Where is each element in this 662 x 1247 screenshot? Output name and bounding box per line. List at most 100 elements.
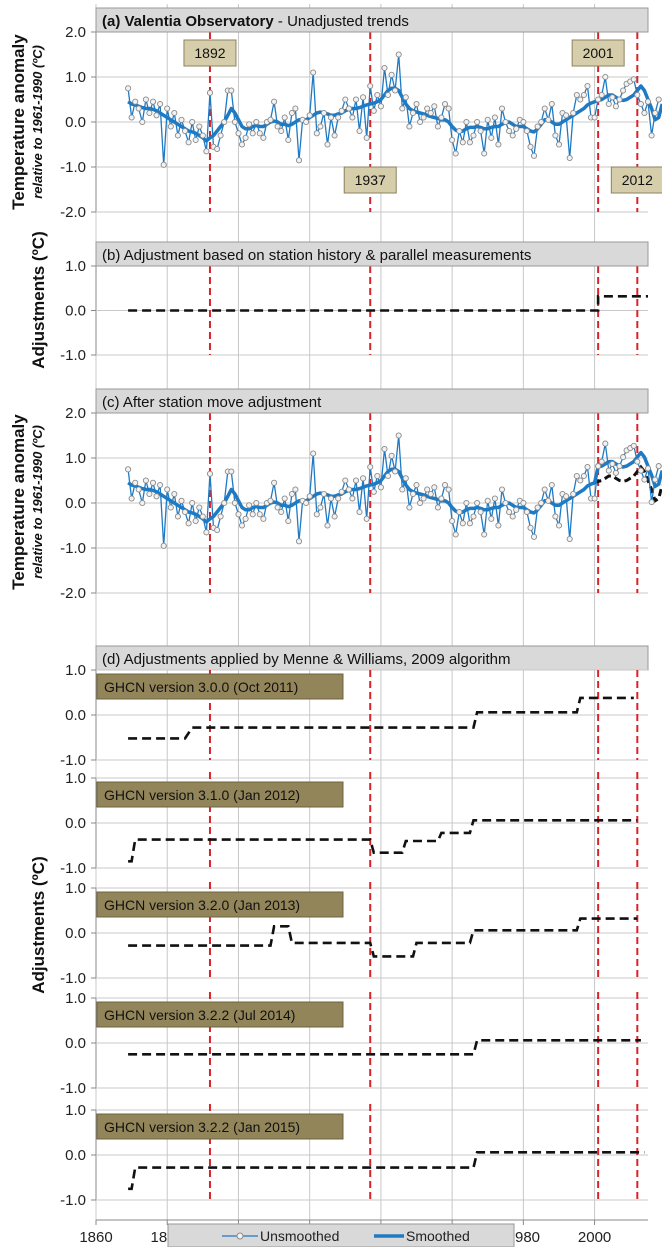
panel-c-data-point [260,515,267,522]
panel-c-data-point [616,463,623,470]
panel-c-data-point [620,454,627,461]
panel-c-data-point [285,517,292,525]
panel-a-data-point [349,114,356,121]
panel-a-data-point [327,114,335,121]
panel-c-data-point [495,522,502,529]
panel-c-data-point [477,508,484,516]
panel-c-data-point [538,499,545,507]
panel-c-data-point [292,486,299,493]
panel-a-data-point [196,123,203,130]
panel-c-data-point [324,522,331,529]
panel-c-data-point [132,479,139,486]
panel-c-data-point [584,463,591,471]
panel-c-data-point [399,486,406,493]
panel-c-data-point [235,511,242,518]
panel-a-data-point [520,118,527,126]
panel-c-data-point [192,517,199,525]
panel-a-data-point [392,87,399,94]
panel-a-data-point [424,105,431,112]
panel-c-data-point [253,499,260,507]
panel-a-data-point [167,123,174,130]
panel-a-data-point [160,161,167,168]
panel-a-data-point [399,105,406,112]
panel-a-data-point [595,96,602,103]
panel-a-data-point [206,89,214,96]
panel-a-data-point [445,105,452,112]
panel-a-data-point [317,123,324,130]
panel-a-data-point [552,132,559,139]
panel-a-data-point [538,118,545,126]
panel-b-title: (b) Adjustment based on station history … [102,247,531,264]
panel-a-data-point [513,125,520,132]
ghcn-version-box [96,781,344,808]
ghcn-version-label: GHCN version 3.2.0 (Jan 2013) [104,897,300,913]
panel-c-data-point [548,481,555,489]
panel-c-data-point [466,520,473,527]
panel-a-data-point [185,139,192,146]
panel-d3-y-tick-label: 0.0 [65,925,86,942]
panel-a-data-point [146,109,153,117]
panel-a-data-point [281,114,288,121]
panel-a-data-point [563,112,570,119]
panel-a-data-point [402,94,409,101]
panel-c-data-point [167,504,174,511]
panel-d1-y-tick-label: 1.0 [65,662,86,679]
panel-c-data-point [555,522,563,529]
panel-c-data-point [577,477,584,484]
svg-text:relative to 1961-1990 (ºC): relative to 1961-1990 (ºC) [30,45,45,199]
ghcn-adjustment-line [128,1039,641,1056]
panel-c-data-point [317,504,324,511]
panel-c-data-point [491,495,498,502]
panel-a-data-point [584,82,591,90]
panel-a-data-point [573,91,580,99]
panel-c-data-point [242,515,249,522]
panel-c-data-point [438,495,445,502]
panel-a-data-point [427,109,434,117]
panel-c-data-point [384,472,392,480]
panel-c-data-point [409,490,417,498]
panel-c-data-point [320,490,327,498]
panel-c-data-point [388,452,395,459]
panel-c-data-point [570,490,577,498]
panel-c-data-point [181,508,189,516]
panel-c-data-point [256,511,263,518]
panel-c-data-point [281,495,288,502]
panel-c-data-point [598,458,605,465]
svg-text:Temperature anomaly: Temperature anomaly [9,34,28,210]
panel-a-data-point [605,100,612,108]
panel-c-data-point [164,486,171,493]
panel-a-data-point [132,98,139,105]
panel-c-data-point [128,495,135,502]
panel-c-data-point [174,513,181,520]
x-tick-label: 2000 [578,1229,611,1246]
panel-a-data-point [474,118,481,126]
panel-a-data-point [374,91,381,99]
panel-a-data-point [253,118,260,126]
panel-b-y-label: Adjustments (ºC) [29,231,48,369]
panel-a-data-point [249,130,256,137]
panel-c-data-point [612,469,619,476]
panel-a-data-point [310,69,317,76]
panel-a-data-point [125,85,132,92]
panel-c-data-point [420,495,427,502]
panel-a-data-point [495,141,502,148]
panel-a-data-point [370,107,377,114]
panel-d1-y-tick-label: -1.0 [60,752,86,769]
svg-text:Adjustments (ºC): Adjustments (ºC) [29,231,48,369]
panel-a-data-point [221,118,228,126]
panel-c-data-point [595,463,602,470]
panel-c-data-point [367,463,374,471]
panel-c-data-point [228,468,235,475]
panel-d2-y-tick-label: -1.0 [60,860,86,877]
panel-a-data-point [438,114,445,121]
panel-a-data-point [413,100,420,108]
panel-c-data-point [523,508,530,516]
panel-c-data-point [288,490,295,498]
panel-c-y-tick-label: 1.0 [65,450,86,467]
panel-c-data-point [591,495,598,502]
panel-a-data-point [214,145,221,153]
panel-c-data-point [655,463,662,470]
panel-c-data-point [231,499,238,507]
panel-a-data-point [360,94,367,101]
legend-unsmoothed-marker [236,1232,244,1240]
